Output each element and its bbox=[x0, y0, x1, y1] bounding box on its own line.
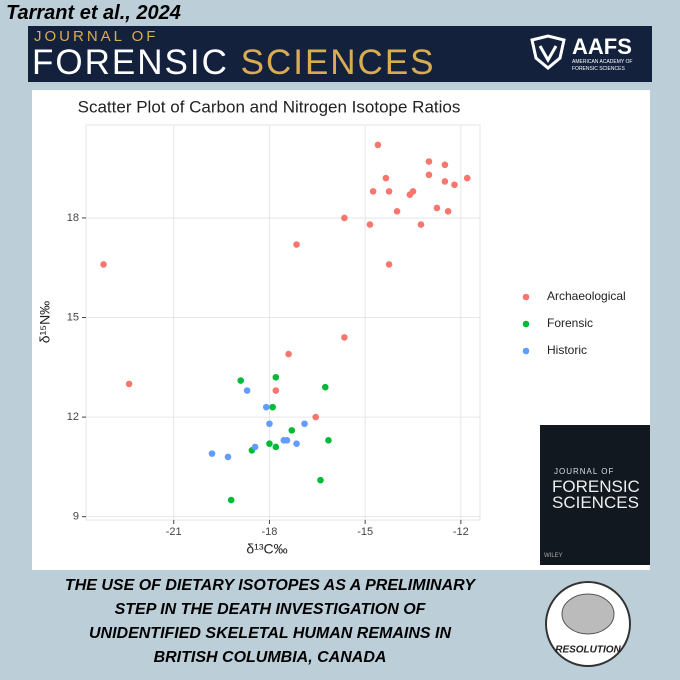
citation: Tarrant et al., 2024 bbox=[6, 2, 181, 24]
cover-line: JOURNAL OF bbox=[554, 467, 615, 476]
point bbox=[272, 387, 280, 394]
point bbox=[251, 443, 259, 451]
point bbox=[243, 387, 251, 394]
point bbox=[293, 440, 300, 447]
point bbox=[237, 377, 245, 384]
point bbox=[301, 420, 308, 428]
y-tick-label: 15 bbox=[67, 311, 79, 323]
y-axis-label: δ¹⁵N‰ bbox=[37, 301, 53, 343]
resolution-logo: RESOLUTION bbox=[545, 581, 631, 667]
point bbox=[393, 208, 401, 215]
legend-swatch bbox=[522, 320, 530, 328]
point bbox=[272, 373, 280, 381]
x-axis-label: δ¹³C‰ bbox=[246, 541, 287, 557]
legend-swatch bbox=[522, 293, 530, 301]
point bbox=[266, 420, 273, 428]
point bbox=[341, 214, 348, 222]
headline-line: BRITISH COLUMBIA, CANADA bbox=[153, 649, 387, 666]
headline-line: THE USE OF DIETARY ISOTOPES AS A PRELIMI… bbox=[64, 577, 476, 594]
legend-label: Forensic bbox=[547, 316, 593, 330]
point bbox=[125, 380, 133, 388]
point bbox=[272, 443, 280, 451]
y-tick-label: 18 bbox=[67, 212, 79, 224]
point bbox=[269, 403, 276, 411]
journal-word: SCIENCES bbox=[240, 43, 436, 82]
point bbox=[433, 204, 441, 212]
aafs-line: AMERICAN ACADEMY OF bbox=[572, 59, 633, 65]
point bbox=[417, 221, 425, 228]
plot-area bbox=[85, 124, 481, 521]
point bbox=[208, 450, 216, 457]
point bbox=[385, 261, 393, 268]
cover-line: FORENSIC bbox=[552, 477, 640, 496]
point bbox=[366, 221, 374, 228]
journal-name: FORENSIC SCIENCES bbox=[32, 43, 436, 83]
journal-word: FORENSIC bbox=[32, 43, 229, 82]
point bbox=[444, 208, 452, 215]
x-tick-label: -21 bbox=[166, 526, 182, 538]
point bbox=[293, 241, 300, 248]
headline-line: UNIDENTIFIED SKELETAL HUMAN REMAINS IN bbox=[88, 625, 452, 642]
point bbox=[385, 188, 393, 195]
point bbox=[325, 437, 332, 444]
aafs-abbr: AAFS bbox=[572, 34, 632, 59]
cover-line: SCIENCES bbox=[552, 493, 639, 512]
point bbox=[266, 440, 273, 447]
point bbox=[425, 158, 433, 165]
point bbox=[321, 383, 329, 391]
headline-line: STEP IN THE DEATH INVESTIGATION OF bbox=[114, 601, 426, 618]
point bbox=[224, 453, 232, 461]
chart-title: Scatter Plot of Carbon and Nitrogen Isot… bbox=[78, 97, 461, 116]
y-tick-label: 12 bbox=[67, 411, 79, 423]
point bbox=[409, 188, 417, 195]
headline: THE USE OF DIETARY ISOTOPES AS A PRELIMI… bbox=[0, 574, 540, 670]
point bbox=[227, 496, 235, 504]
point bbox=[341, 334, 348, 341]
point bbox=[317, 476, 324, 484]
legend-label: Archaeological bbox=[547, 289, 626, 303]
aafs-icon bbox=[530, 34, 566, 70]
logo-text: RESOLUTION bbox=[555, 645, 621, 656]
point bbox=[451, 181, 458, 189]
point bbox=[283, 437, 291, 444]
cover-publisher: WILEY bbox=[544, 553, 563, 559]
x-tick-label: -12 bbox=[453, 526, 469, 538]
point bbox=[441, 178, 449, 185]
journal-banner: JOURNAL OF FORENSIC SCIENCES AAFS AMERIC… bbox=[28, 26, 652, 82]
point bbox=[288, 427, 296, 434]
legend-label: Historic bbox=[547, 343, 587, 357]
point bbox=[425, 171, 433, 179]
x-tick-label: -15 bbox=[357, 526, 373, 538]
legend-swatch bbox=[522, 347, 530, 355]
cover: JOURNAL OF FORENSIC SCIENCES WILEY bbox=[540, 425, 650, 565]
point bbox=[374, 141, 382, 149]
point bbox=[312, 413, 320, 421]
point bbox=[369, 188, 377, 195]
point bbox=[382, 174, 390, 182]
x-tick-label: -18 bbox=[261, 526, 277, 538]
journal-line1: JOURNAL OF bbox=[34, 28, 159, 45]
point bbox=[463, 174, 471, 182]
point bbox=[262, 403, 270, 411]
point bbox=[441, 161, 449, 169]
y-tick-label: 9 bbox=[73, 511, 79, 523]
point bbox=[285, 350, 292, 358]
aafs-line: FORENSIC SCIENCES bbox=[572, 66, 625, 72]
point bbox=[100, 261, 107, 268]
